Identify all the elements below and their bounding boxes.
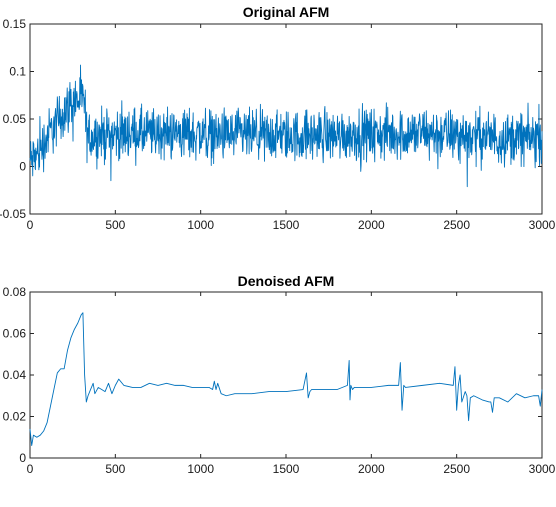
denoised-afm-panel: Denoised AFM 0 500 1000 1500 2000 2500 3000 0 0.… [3,273,556,476]
x-tick-label: 2500 [443,462,470,476]
x-tick-label: 1000 [187,462,214,476]
plot-marks: 0 500 1000 1500 2000 2500 3000-0.0500.050.10.1… [0,17,556,232]
x-tick-label: 3000 [529,462,556,476]
y-tick-label: 0.02 [3,410,27,424]
plot-marks: 0 500 1000 1500 2000 2500 3000 0 0.02 0.04 0.06 0.0… [3,285,556,476]
y-tick-label: 0 [19,451,26,465]
x-tick-label: 500 [105,218,125,232]
plot-area [29,291,543,459]
y-tick-label: 0.06 [3,327,27,341]
original-afm-panel: Original AFM 0 500 1000 1500 2000 2500 3000 -0.… [0,4,556,232]
y-tick-label: 0.1 [9,65,26,79]
y-tick-label: 0.08 [3,285,27,299]
y-tick-label: -0.05 [0,207,26,221]
x-tick-label: 1500 [273,218,300,232]
data-series-line [29,312,543,446]
x-tick-label: 3000 [529,218,556,232]
chart-title: Denoised AFM [238,273,335,289]
data-series-line [29,64,543,188]
y-tick-label: 0.04 [3,368,27,382]
x-tick-label: 500 [105,462,125,476]
x-tick-label: 0 [27,462,34,476]
x-tick-label: 1500 [273,462,300,476]
x-tick-label: 2000 [358,462,385,476]
y-tick-label: 0 [19,160,26,174]
x-tick-label: 1000 [187,218,214,232]
x-tick-label: 2500 [443,218,470,232]
chart-title: Original AFM [243,4,330,20]
x-tick-label: 0 [27,218,34,232]
y-tick-label: 0.05 [3,112,27,126]
y-tick-label: 0.15 [3,17,27,31]
x-tick-label: 2000 [358,218,385,232]
